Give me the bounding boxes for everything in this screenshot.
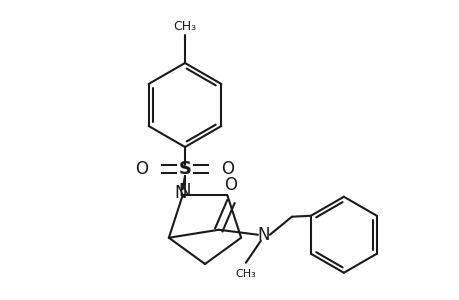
- Text: CH₃: CH₃: [235, 269, 256, 279]
- Text: N: N: [179, 182, 191, 200]
- Text: N: N: [174, 184, 186, 202]
- Text: S: S: [178, 160, 191, 178]
- Text: O: O: [135, 160, 148, 178]
- Text: O: O: [224, 176, 237, 194]
- Text: N: N: [257, 226, 269, 244]
- Text: CH₃: CH₃: [173, 20, 196, 33]
- Text: O: O: [221, 160, 234, 178]
